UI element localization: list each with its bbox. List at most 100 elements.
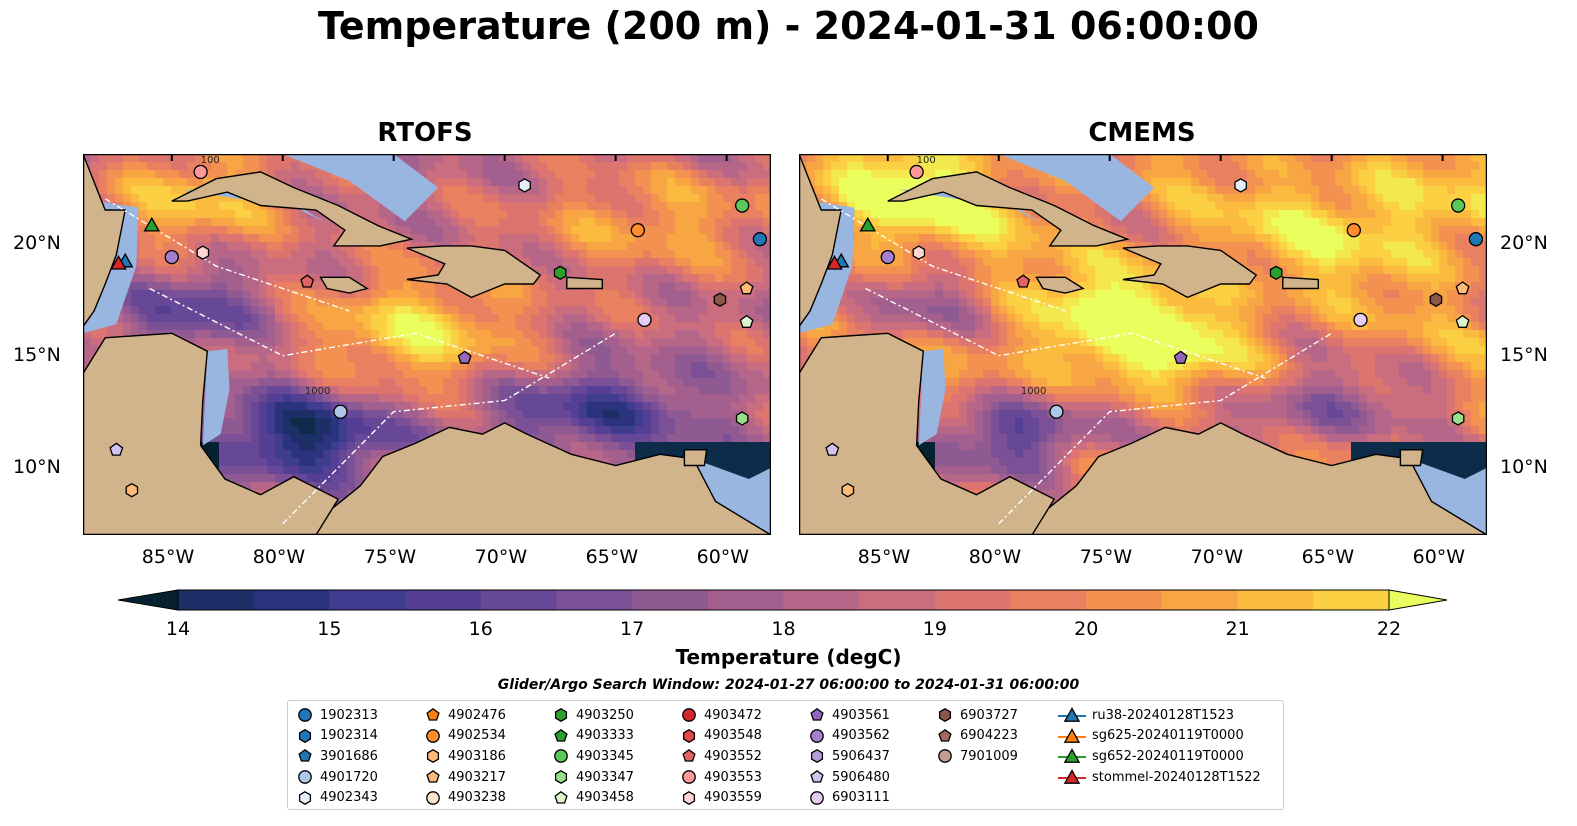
legend-item: ru38-20240128T1523 (1058, 705, 1234, 726)
marker-4903559 (196, 245, 210, 260)
legend-marker (426, 708, 440, 721)
marker-5906480 (825, 442, 840, 456)
legend-marker-shape (682, 790, 696, 805)
legend-label: 4903472 (704, 707, 762, 723)
marker-1902313 (752, 232, 768, 247)
x-tick-label: 85°W (141, 546, 195, 568)
y-tick-label-left: 15°N (13, 343, 61, 366)
legend-label: ru38-20240128T1523 (1092, 707, 1235, 723)
legend-label: 1902313 (320, 707, 378, 723)
colorbar-frame (177, 589, 1390, 611)
land-hispaniola (1122, 245, 1258, 299)
land-cuba (171, 171, 414, 247)
legend-marker-shape (682, 708, 696, 723)
legend-marker (810, 770, 824, 783)
x-tick-label: 75°W (1079, 546, 1133, 568)
legend-marker-shape (810, 729, 824, 743)
legend-marker (938, 708, 952, 723)
colorbar-segment (1313, 590, 1390, 610)
legend-item: 4903250 (552, 705, 634, 726)
legend-item: 4903562 (808, 726, 890, 747)
legend-marker-shape (810, 790, 824, 805)
land-trinidad (1399, 449, 1424, 467)
legend-marker-shape (554, 770, 568, 785)
legend-marker-shape (938, 749, 952, 764)
eez-boundary (820, 198, 1066, 312)
legend-marker-shape (938, 728, 952, 742)
colorbar-tick-label: 18 (771, 618, 796, 640)
legend-item: 4903559 (680, 787, 762, 808)
legend-marker-shape (1063, 769, 1081, 784)
legend-marker-shape (426, 708, 440, 721)
land-puerto-rico (1282, 276, 1319, 290)
legend-label: 1902314 (320, 728, 378, 744)
legend-label: 4902343 (320, 790, 378, 806)
colorbar-segment (1010, 590, 1087, 610)
figure-title: Temperature (200 m) - 2024-01-31 06:00:0… (317, 4, 1259, 48)
legend-label: stommel-20240128T1522 (1092, 769, 1261, 785)
legend-marker-shape (810, 708, 824, 721)
land-trinidad (683, 449, 708, 467)
marker-4903250 (1269, 265, 1283, 281)
legend-marker-shape (554, 708, 568, 723)
legend-label: 6903111 (832, 790, 890, 806)
colorbar-tick-label: 22 (1376, 618, 1402, 640)
marker-stommel-20240128T1522 (826, 254, 843, 270)
legend-label: 3901686 (320, 748, 378, 764)
marker-4903559 (912, 245, 926, 260)
legend-marker (1058, 707, 1086, 723)
legend-marker-shape (298, 728, 312, 743)
legend-marker (810, 749, 824, 764)
land-puerto-rico (566, 276, 603, 290)
legend-marker (810, 729, 824, 743)
eez-boundary (998, 332, 1332, 525)
legend-marker (682, 770, 696, 784)
legend: 1902313 1902314 3901686 4901720 4902343 49024… (287, 700, 1284, 810)
legend-marker-shape (682, 770, 696, 784)
y-tick-label-right: 20°N (1500, 231, 1548, 254)
legend-label: 4903562 (832, 728, 890, 744)
colorbar-extend-low (117, 589, 179, 611)
legend-item: 1902313 (296, 705, 378, 726)
legend-item: 4902476 (424, 705, 506, 726)
legend-marker (298, 770, 312, 784)
marker-4903552 (1016, 274, 1031, 288)
legend-marker-shape (554, 728, 568, 742)
eez-boundary (149, 287, 550, 379)
legend-marker-shape (1063, 707, 1081, 723)
x-tick-label: 70°W (474, 546, 528, 568)
colorbar-segment (707, 590, 785, 610)
marker-4903186 (841, 482, 855, 498)
y-tick-label-right: 15°N (1500, 343, 1548, 366)
legend-marker-shape (298, 749, 312, 763)
legend-item: 4903458 (552, 787, 634, 808)
legend-marker-shape (426, 749, 440, 764)
legend-marker (554, 749, 568, 764)
marker-6903727 (713, 292, 727, 307)
legend-label: 4902534 (448, 728, 506, 744)
legend-item: 4903333 (552, 726, 634, 747)
legend-marker (1058, 748, 1086, 764)
marker-4903553 (193, 164, 208, 180)
marker-4903552 (300, 274, 315, 288)
shelf-water (202, 349, 230, 446)
colorbar-segment (556, 590, 633, 610)
legend-marker-shape (298, 790, 312, 805)
map-frame (799, 154, 1487, 535)
colorbar-tick-label: 16 (468, 618, 493, 640)
y-tick-label-left: 20°N (13, 231, 61, 254)
land-central-america (799, 332, 1056, 535)
legend-item: 4903217 (424, 767, 506, 788)
x-tick-label: 60°W (1412, 546, 1466, 568)
x-tick-label: 75°W (363, 546, 417, 568)
legend-marker-shape (1063, 748, 1081, 764)
legend-marker (554, 790, 568, 804)
legend-marker (938, 749, 952, 764)
legend-label: 4901720 (320, 769, 378, 785)
marker-4903217 (739, 281, 754, 295)
legend-item: 6903727 (936, 705, 1018, 726)
marker-5906480 (109, 442, 124, 456)
legend-label: 6903727 (960, 707, 1018, 723)
legend-item: 4903347 (552, 767, 634, 788)
legend-marker-shape (554, 749, 568, 764)
